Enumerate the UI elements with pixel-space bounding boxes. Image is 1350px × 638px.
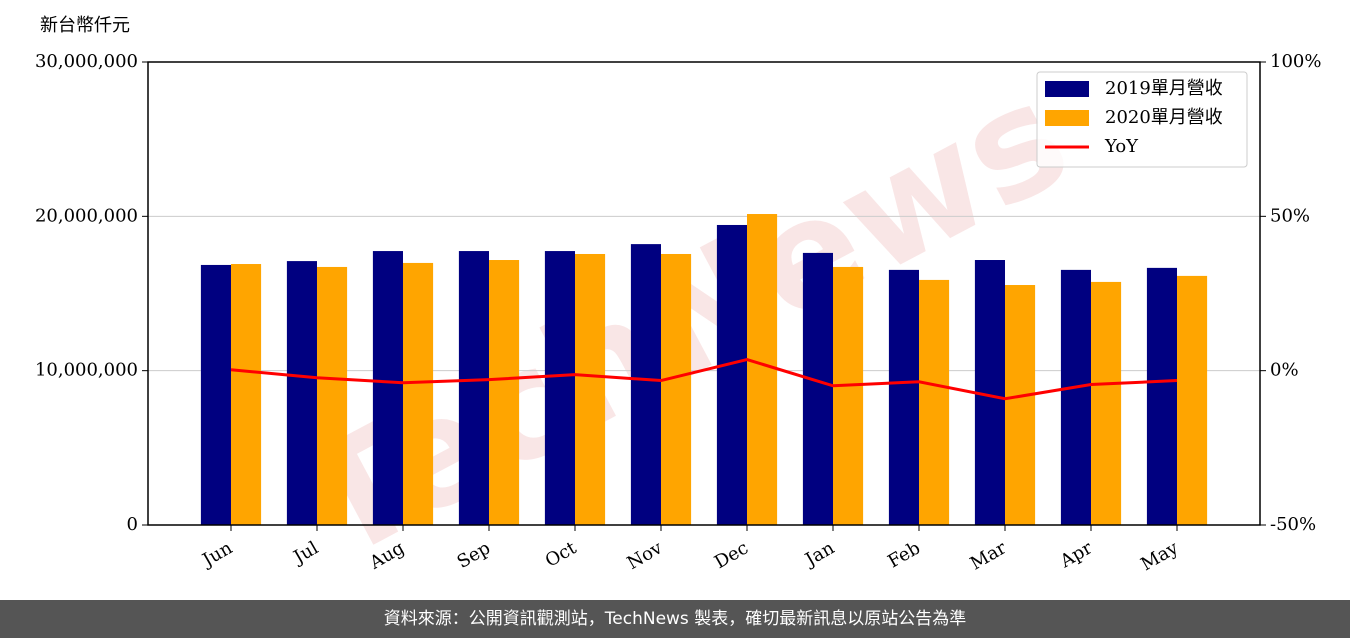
y2-tick-label: 50% — [1270, 205, 1310, 226]
plot-frame — [147, 61, 1261, 526]
footer: 資料來源：公開資訊觀測站，TechNews 製表，確切最新訊息以原站公告為準 — [384, 609, 966, 629]
y-axis-label: 新台幣仟元 — [40, 15, 130, 36]
bar — [1005, 285, 1036, 525]
bar — [919, 279, 950, 525]
x-tick-label: Nov — [624, 537, 667, 574]
y2-tick-label: -50% — [1270, 514, 1316, 535]
bar — [888, 269, 920, 525]
bar — [488, 260, 520, 525]
x-tick-label: Dec — [711, 537, 752, 573]
bar — [286, 261, 317, 525]
y2-tick-label: 100% — [1270, 51, 1321, 72]
x-tick-label: Oct — [542, 537, 581, 572]
bar — [1091, 281, 1122, 525]
legend-swatch — [1045, 110, 1089, 126]
footer-bar — [0, 600, 1350, 638]
legend-label: YoY — [1104, 136, 1139, 157]
y-tick-label: 0 — [127, 514, 138, 535]
x-tick-label: Jun — [197, 537, 236, 572]
bar — [402, 262, 434, 525]
bar — [1146, 267, 1178, 525]
x-tick-label: Jul — [288, 537, 322, 569]
bar — [544, 251, 575, 525]
line — [230, 357, 1178, 401]
x-tick-label: May — [1137, 537, 1182, 575]
x-tick-label: Feb — [884, 537, 924, 572]
bar — [372, 251, 403, 525]
bar — [630, 244, 661, 525]
legend-label: 2019單月營收 — [1105, 78, 1223, 99]
bar — [1060, 269, 1092, 525]
x-tick-label: Mar — [967, 537, 1011, 574]
y2-tick-label: 0% — [1270, 360, 1299, 381]
bar — [833, 266, 864, 525]
bar — [1177, 275, 1208, 525]
y-tick-label: 10,000,000 — [35, 360, 138, 381]
y-tick-label: 20,000,000 — [35, 205, 138, 226]
x-tick-label: Sep — [454, 537, 494, 572]
bar — [458, 251, 489, 525]
legend-box — [1036, 71, 1248, 168]
bar — [200, 264, 231, 525]
bar — [230, 264, 262, 525]
x-tick-label: Apr — [1056, 537, 1096, 572]
bar — [574, 253, 606, 525]
bar — [660, 253, 692, 525]
bar — [316, 266, 348, 525]
legend-swatch — [1045, 81, 1089, 97]
x-tick-label: Jan — [800, 537, 838, 571]
y-tick-label: 30,000,000 — [35, 51, 138, 72]
legend-label: 2020單月營收 — [1105, 107, 1223, 128]
bar — [716, 224, 748, 525]
bar — [747, 214, 778, 526]
bar — [802, 252, 834, 525]
